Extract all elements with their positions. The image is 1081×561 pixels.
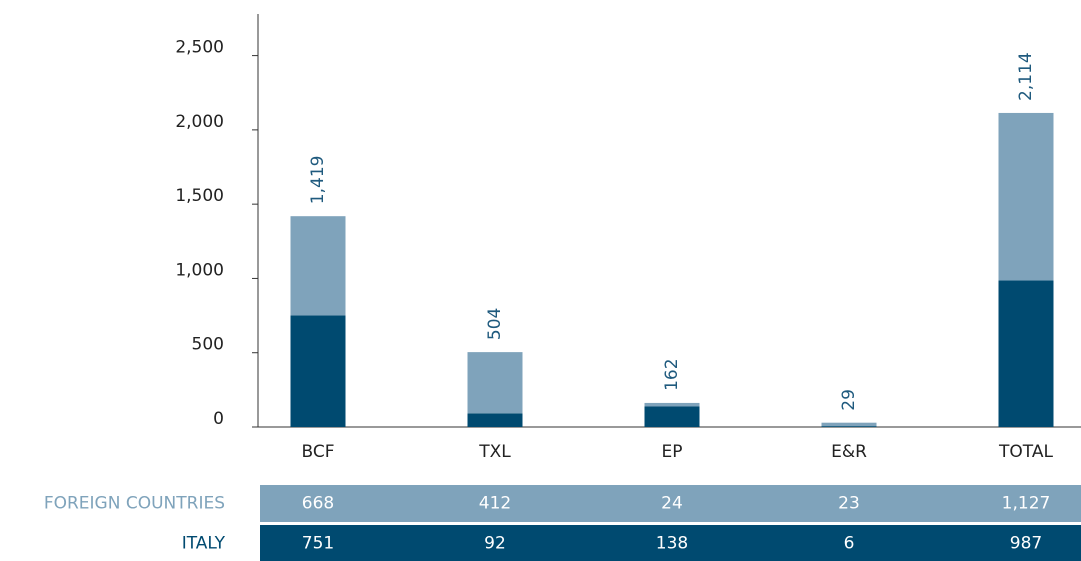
- table-cell: 138: [656, 534, 688, 554]
- bar-segment: [290, 216, 346, 316]
- table-cell: 668: [302, 494, 334, 514]
- total-label: 2,114: [1016, 52, 1036, 101]
- total-label: 162: [662, 358, 682, 390]
- x-tick-label: TOTAL: [998, 442, 1053, 462]
- table-cell: 1,127: [1002, 494, 1051, 514]
- bar-segment: [467, 352, 523, 414]
- table-cell: 412: [479, 494, 511, 514]
- total-label: 504: [485, 308, 505, 340]
- x-tick-label: TXL: [478, 442, 511, 462]
- bar-segment: [644, 402, 700, 407]
- y-tick-label: 2,000: [175, 112, 224, 132]
- bar-segment: [998, 112, 1054, 281]
- table-cell: 6: [844, 534, 855, 554]
- total-label: 29: [839, 389, 859, 411]
- y-tick-label: 500: [192, 335, 224, 355]
- y-tick-label: 0: [213, 409, 224, 429]
- bar-segment: [998, 280, 1054, 427]
- y-tick-label: 1,000: [175, 260, 224, 280]
- total-label: 1,419: [308, 156, 328, 205]
- row-label: ITALY: [182, 534, 226, 554]
- table-row: [260, 525, 1081, 561]
- table-cell: 24: [661, 494, 683, 514]
- bar-segment: [644, 406, 700, 427]
- x-tick-label: EP: [662, 442, 683, 462]
- table-cell: 751: [302, 534, 334, 554]
- table-cell: 23: [838, 494, 860, 514]
- y-tick-label: 1,500: [175, 186, 224, 206]
- table-cell: 92: [484, 534, 506, 554]
- x-tick-label: E&R: [831, 442, 867, 462]
- bar-segment: [290, 315, 346, 427]
- bar-segment: [467, 413, 523, 427]
- x-tick-label: BCF: [301, 442, 334, 462]
- table-cell: 987: [1010, 534, 1042, 554]
- bar-segment: [821, 426, 877, 427]
- table-row: [260, 485, 1081, 522]
- row-label: FOREIGN COUNTRIES: [44, 494, 225, 514]
- y-tick-label: 2,500: [175, 38, 224, 58]
- bar-segment: [821, 422, 877, 427]
